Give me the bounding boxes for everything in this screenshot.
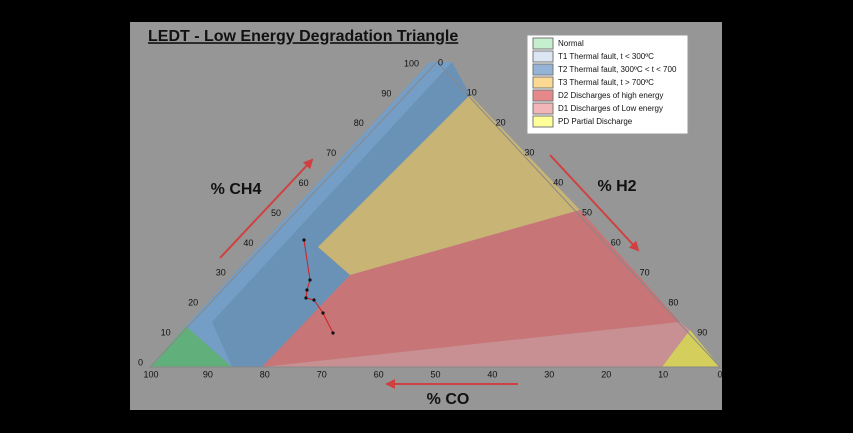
legend-label: T3 Thermal fault, t > 700ºC <box>558 78 654 87</box>
tick-label: 50 <box>582 207 592 217</box>
tick-label: 90 <box>381 88 391 98</box>
legend-swatch <box>532 76 554 89</box>
legend <box>526 34 689 135</box>
legend-label: T1 Thermal fault, t < 300ºC <box>558 52 654 61</box>
zone-normal <box>150 326 232 367</box>
tick-label: 20 <box>496 117 506 127</box>
tick-label: 30 <box>216 268 226 278</box>
legend-swatch <box>532 102 554 115</box>
tick-label: 80 <box>260 369 270 379</box>
tick-label: 0 <box>717 369 722 379</box>
zone-t1 <box>186 62 452 367</box>
tick-label: 60 <box>374 369 384 379</box>
tick-label: 0 <box>438 57 443 67</box>
tick-label: 30 <box>544 369 554 379</box>
legend-label: PD Partial Discharge <box>558 117 633 126</box>
zone-d1 <box>262 322 690 367</box>
zone-t3 <box>318 95 580 275</box>
point <box>312 298 316 302</box>
ch4-label: % CH4 <box>211 181 262 198</box>
tick-label: 100 <box>143 369 158 379</box>
tick-label: 80 <box>354 118 364 128</box>
zone-pd <box>662 330 720 367</box>
point <box>304 296 308 300</box>
tick-label: 90 <box>203 369 213 379</box>
tick-label: 80 <box>668 297 678 307</box>
tick-label: 70 <box>326 148 336 158</box>
legend-label: D2 Discharges of high energy <box>558 91 663 100</box>
co-label: % CO <box>427 391 470 408</box>
triangle-outline <box>148 61 722 368</box>
point <box>305 288 309 292</box>
h2-label: % H2 <box>597 178 636 195</box>
zones <box>150 62 720 367</box>
tick-label: 20 <box>601 369 611 379</box>
tick-label: 70 <box>317 369 327 379</box>
legend-swatch <box>532 63 554 76</box>
tick-label: 40 <box>553 177 563 187</box>
zone-d2 <box>262 210 680 367</box>
zone-t2 <box>186 62 470 367</box>
point <box>308 278 312 282</box>
tick-label: 60 <box>299 178 309 188</box>
title: LEDT - Low Energy Degradation Triangle <box>148 28 458 45</box>
tick-label: 50 <box>430 369 440 379</box>
tick-label: 60 <box>611 237 621 247</box>
tick-label: 40 <box>487 369 497 379</box>
ch4-arrow <box>219 158 314 259</box>
tick-label: 90 <box>697 327 707 337</box>
legend-swatch <box>532 37 554 50</box>
tick-label: 20 <box>188 298 198 308</box>
tick-label: 40 <box>243 238 253 248</box>
h2-arrow <box>549 154 640 252</box>
tick-label: 10 <box>161 327 171 337</box>
point <box>331 331 335 335</box>
tick-label: 10 <box>658 369 668 379</box>
legend-swatch <box>532 89 554 102</box>
tick-label: 100 <box>404 58 419 68</box>
trajectory <box>302 238 335 335</box>
point <box>321 311 325 315</box>
point <box>302 238 306 242</box>
tick-label: 70 <box>640 267 650 277</box>
tick-label: 10 <box>467 87 477 97</box>
legend-swatch <box>532 115 554 128</box>
tick-label: 30 <box>524 147 534 157</box>
tick-label: 50 <box>271 208 281 218</box>
legend-label: T2 Thermal fault, 300ºC < t < 700 <box>558 65 677 74</box>
legend-label: Normal <box>558 39 584 48</box>
legend-label: D1 Discharges of Low energy <box>558 104 663 113</box>
legend-swatch <box>532 50 554 63</box>
tick-label: 0 <box>138 357 143 367</box>
